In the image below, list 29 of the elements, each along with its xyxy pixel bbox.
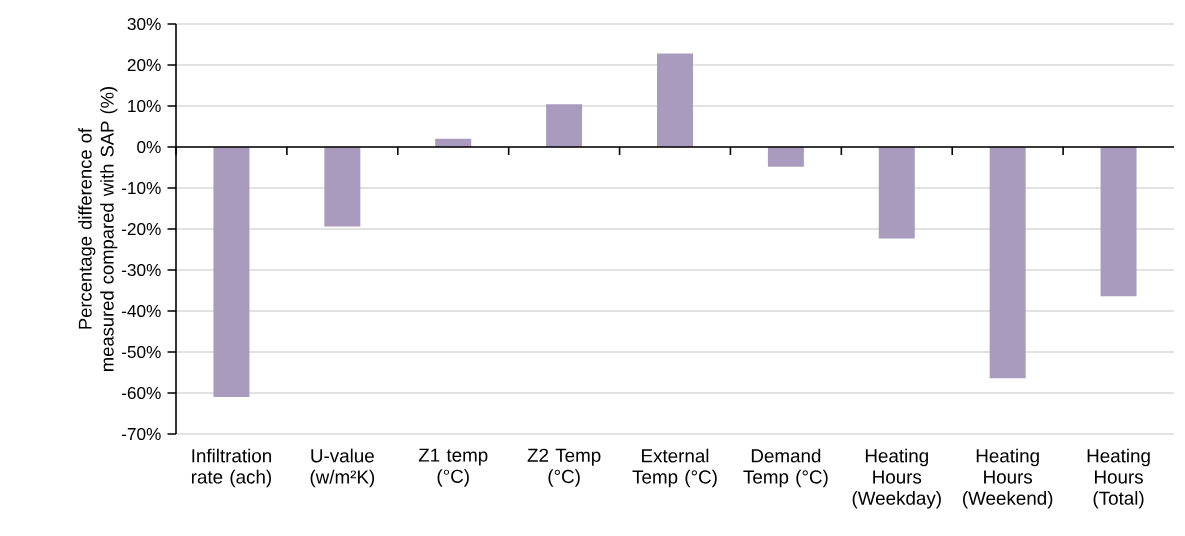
- y-tick-label: -70%: [121, 427, 161, 441]
- bar: [546, 104, 583, 147]
- bar: [989, 147, 1026, 379]
- bar: [657, 53, 694, 147]
- bar: [878, 147, 915, 239]
- y-tick-label: -10%: [121, 181, 161, 195]
- y-tick-label: -20%: [121, 222, 161, 236]
- bar: [767, 147, 804, 167]
- x-tick-label: Z2 Temp (°C): [527, 448, 601, 487]
- bar: [1100, 147, 1137, 297]
- x-tick-label: Z1 temp (°C): [418, 448, 488, 487]
- x-tick-label: External Temp (°C): [632, 448, 717, 488]
- y-tick-label: -30%: [121, 263, 161, 277]
- y-tick-label: 30%: [127, 17, 161, 31]
- bar: [213, 147, 250, 398]
- y-tick-label: -40%: [121, 304, 161, 318]
- x-tick-label: U-value (w/m²K): [310, 448, 375, 488]
- x-tick-label: Demand Temp (°C): [743, 448, 828, 488]
- x-tick-label: Heating Hours (Weekday): [852, 448, 941, 509]
- y-axis-title: Percentage difference of measured compared with SAP (%): [78, 87, 118, 371]
- bar: [324, 147, 361, 227]
- y-tick-label: 10%: [128, 99, 161, 113]
- x-tick-label: Infiltration rate (ach): [191, 448, 272, 488]
- x-tick-label: Heating Hours (Total): [1087, 448, 1150, 509]
- y-tick-label: -50%: [121, 345, 161, 359]
- y-tick-label: 20%: [127, 58, 161, 72]
- x-tick-label: Heating Hours (Weekend): [963, 448, 1053, 509]
- y-tick-label: 0%: [137, 140, 161, 154]
- y-tick-label: -60%: [121, 386, 161, 400]
